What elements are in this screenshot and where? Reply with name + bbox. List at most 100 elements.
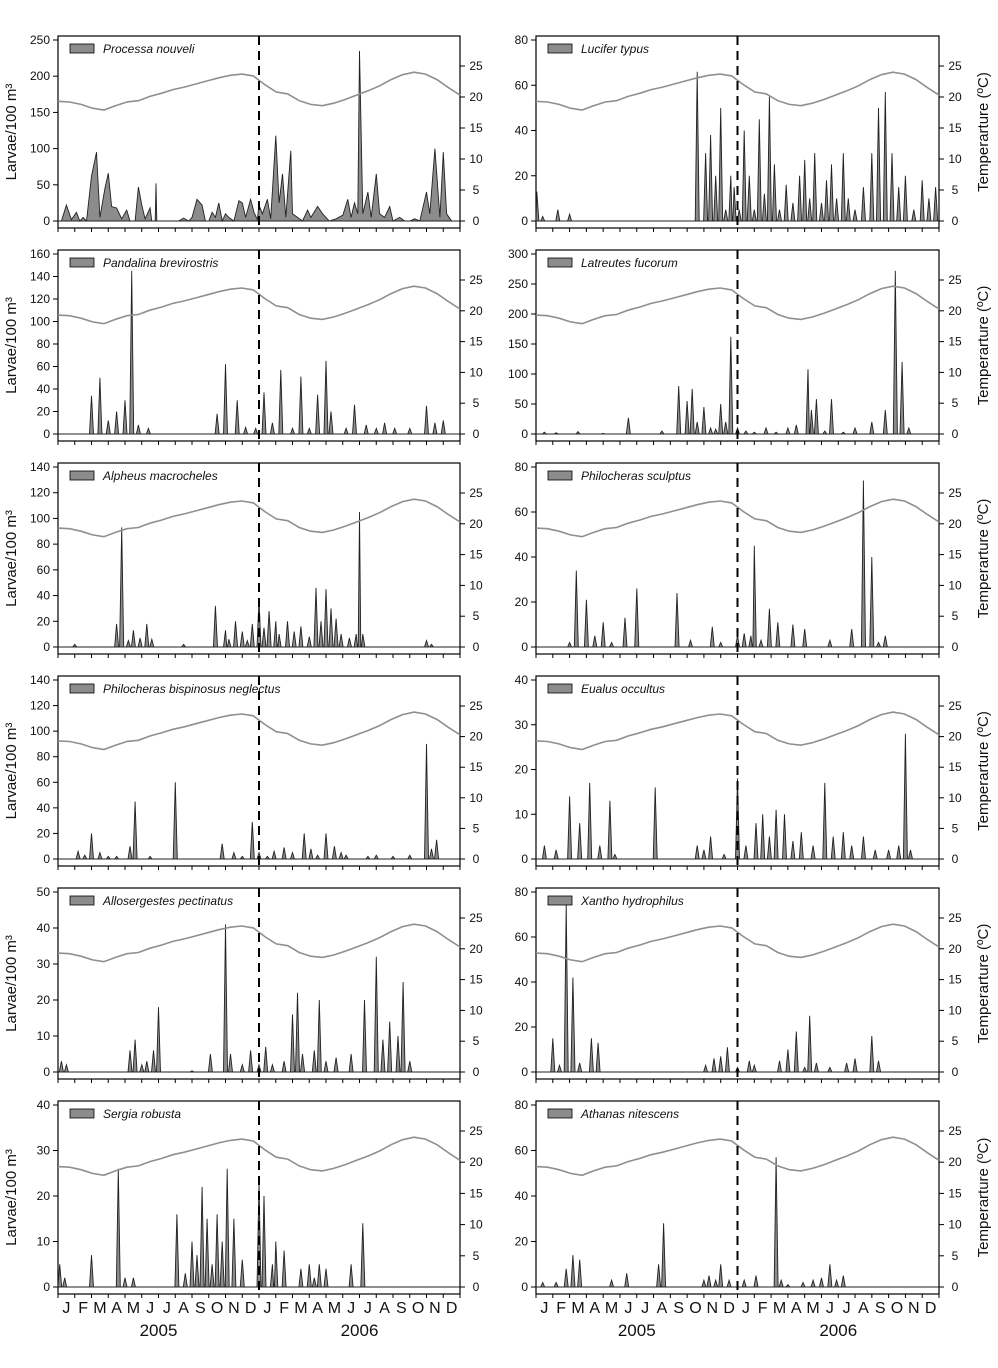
month-label-0: J [163,1300,171,1317]
month-label-1: J [843,1300,851,1317]
year-label-1: 2005 [618,1321,656,1340]
panel-0-0-ytick-label: 100 [30,142,50,156]
panel-1-1-ttick-label: 0 [952,427,959,441]
panel-1-5-ytick-label: 20 [515,1235,529,1249]
panel-0-3-ttick-label: 10 [469,791,483,805]
panel-0-2-area-series [58,511,460,648]
panel-0-1-ttick-label: 25 [469,273,483,287]
panel-1-0-ytick-label: 60 [515,78,529,92]
panel-1-5-legend-swatch [547,1108,573,1119]
panel-0-4-ytick-label: 50 [37,885,51,899]
month-label-1: O [689,1300,701,1317]
panel-0-4-temperature-line [57,923,461,963]
panel-0-0-ytick-label: 0 [43,214,50,228]
panel-1-1-ttick-label: 15 [948,335,962,349]
panel-0-0-ttick-label: 15 [469,121,483,135]
panel-1-4-right-ylabel: Temperarture (ºC) [975,924,992,1044]
panel-0-3-ytick-label: 20 [37,826,51,840]
panel-0-4-area-series [58,924,460,1073]
panel-1-2-ttick-label: 10 [948,578,962,592]
panel-1-0-ttick-label: 0 [952,214,959,228]
panel-1-1-ytick-label: 50 [515,397,529,411]
panel-0-2-left-ylabel: Larvae/100 m³ [3,510,20,607]
panel-1-1-ytick-label: 250 [508,277,528,291]
panel-0-1-ytick-label: 80 [37,337,51,351]
panel-0-1-ttick-label: 20 [469,304,483,318]
panel-0-2-ytick-label: 100 [30,511,50,525]
panel-0-1-ytick-label: 120 [30,292,50,306]
panel-1-3-ttick-label: 5 [952,821,959,835]
panel-1-1-right-ylabel: Temperarture (ºC) [975,286,992,406]
panel-0-5-ytick-label: 10 [37,1235,51,1249]
panel-1-2-ytick-label: 0 [521,640,528,654]
panel-1-4-ttick-label: 20 [948,942,962,956]
panel-1-0-ytick-label: 0 [521,214,528,228]
month-label-0: J [263,1300,271,1317]
panel-1-3-ytick-label: 20 [515,763,529,777]
panel-0-4-ttick-label: 0 [473,1065,480,1079]
panel-1-3-legend-swatch [547,683,573,694]
panel-0-2-ttick-label: 20 [469,517,483,531]
month-label-0: J [146,1300,154,1317]
panel-1-5-ytick-label: 0 [521,1280,528,1294]
panel-1-0-ttick-label: 25 [948,59,962,73]
panel-0-2-ytick-label: 120 [30,486,50,500]
panel-0-2-ttick-label: 15 [469,548,483,562]
panel-0-2-ytick-label: 40 [37,589,51,603]
panel-0-3-ytick-label: 80 [37,750,51,764]
month-label-1: J [742,1300,750,1317]
panel-0-1-ytick-label: 20 [37,405,51,419]
panel-0-3-ytick-label: 0 [43,852,50,866]
panel-1-0-ytick-label: 40 [515,124,529,138]
panel-1-4-temperature-line [535,923,940,963]
panel-0-5-ytick-label: 40 [37,1098,51,1112]
panel-1-4-ytick-label: 0 [521,1065,528,1079]
panel-1-5-ttick-label: 0 [952,1280,959,1294]
panel-0-3-ytick-label: 140 [30,673,50,687]
panel-1-5-ttick-label: 15 [948,1186,962,1200]
panel-0-2-ttick-label: 5 [473,609,480,623]
panel-0-0-legend-swatch [69,43,95,54]
panel-1-1-ytick-label: 0 [521,427,528,441]
month-label-1: D [723,1300,735,1317]
panel-1-5-ytick-label: 60 [515,1144,529,1158]
year-label-1: 2006 [819,1321,857,1340]
panel-1-5-ttick-label: 25 [948,1124,962,1138]
month-label-1: J [540,1300,548,1317]
month-label-0: A [111,1300,122,1317]
panel-0-5-legend-swatch [69,1108,95,1119]
panel-0-3-area-series [58,743,460,860]
panel-0-0-temperature-line [57,71,461,111]
month-label-0: S [195,1300,206,1317]
panel-0-2-ytick-label: 20 [37,614,51,628]
panel-1-3-ytick-label: 30 [515,718,529,732]
panel-1-1-ttick-label: 10 [948,365,962,379]
panel-0-1-legend-swatch [69,257,95,268]
month-label-0: D [245,1300,257,1317]
panel-0-1-area-series [58,270,460,435]
panel-0-0-ttick-label: 0 [473,214,480,228]
panel-0-3-ttick-label: 20 [469,730,483,744]
month-label-0: O [211,1300,223,1317]
panel-1-1-area-series [536,270,939,435]
panel-1-1-temperature-line [535,285,940,325]
panel-0-3-legend-swatch [69,683,95,694]
panel-0-5-ytick-label: 0 [43,1280,50,1294]
panel-1-1-ytick-label: 300 [508,247,528,261]
month-label-1: A [589,1300,600,1317]
panel-0-1-ytick-label: 0 [43,427,50,441]
panel-1-4-area-series [536,903,939,1073]
month-label-1: N [908,1300,920,1317]
month-label-0: M [127,1300,140,1317]
panel-1-3-ttick-label: 10 [948,791,962,805]
month-label-0: M [328,1300,341,1317]
panel-0-0-left-ylabel: Larvae/100 m³ [3,84,20,181]
panel-1-2-ytick-label: 40 [515,550,529,564]
panel-1-5-ttick-label: 10 [948,1218,962,1232]
panel-0-5-ttick-label: 10 [469,1218,483,1232]
panel-1-2-ttick-label: 5 [952,609,959,623]
panel-1-2-ttick-label: 25 [948,486,962,500]
panel-0-4-ytick-label: 20 [37,993,51,1007]
month-label-1: M [605,1300,618,1317]
